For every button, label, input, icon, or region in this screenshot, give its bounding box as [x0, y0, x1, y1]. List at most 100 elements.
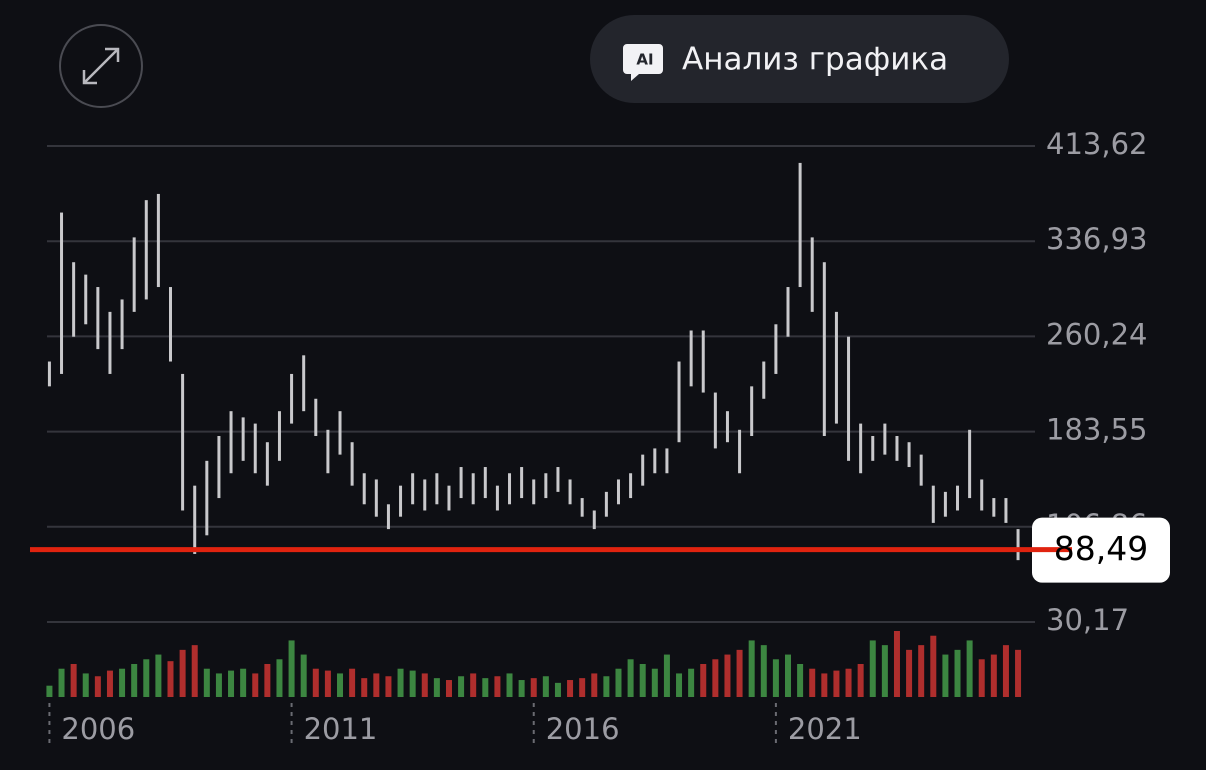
volume-bar: [433, 678, 440, 697]
volume-bar: [893, 631, 900, 697]
candle: [556, 467, 560, 492]
volume-bar: [276, 659, 283, 697]
candle: [508, 473, 512, 505]
volume-bar: [385, 676, 392, 697]
candle: [980, 479, 984, 511]
volume-bar: [663, 654, 670, 697]
volume-bar: [228, 670, 235, 697]
volume-bar: [797, 664, 804, 697]
volume-bar: [833, 670, 840, 697]
candle: [943, 491, 947, 517]
volume-bar: [760, 645, 767, 697]
button-label: Анализ графика: [682, 42, 948, 78]
candle: [374, 479, 378, 517]
candle: [604, 491, 608, 517]
volume-bar: [627, 659, 634, 697]
expand-icon: [82, 47, 120, 85]
volume-bar: [906, 649, 913, 697]
candle: [762, 361, 766, 399]
volume-bar: [337, 673, 344, 697]
candle: [483, 467, 487, 499]
volume-bar: [591, 673, 598, 697]
volume-bar: [349, 668, 356, 697]
volume-bar: [494, 676, 501, 697]
volume-bar: [191, 645, 198, 697]
volume-bar: [990, 654, 997, 697]
volume-bar: [482, 678, 489, 697]
candle: [810, 237, 814, 312]
volume-bar: [58, 668, 65, 697]
volume-bar: [530, 678, 537, 697]
volume-bar: [554, 682, 561, 697]
volume-bar: [809, 668, 816, 697]
candle: [60, 212, 64, 374]
candle: [532, 479, 536, 505]
candle: [423, 479, 427, 511]
candle: [750, 386, 754, 437]
volume-bar: [203, 668, 210, 697]
candle: [277, 411, 281, 461]
volume-bar: [567, 680, 574, 697]
volume-bar: [845, 668, 852, 697]
volume-bar: [361, 678, 368, 697]
candle: [47, 361, 51, 387]
candle: [156, 193, 160, 288]
volume-bar: [966, 640, 973, 697]
candle: [725, 411, 729, 443]
volume-bar: [724, 654, 731, 697]
volume-bar: [82, 673, 89, 697]
volume-bar: [506, 673, 513, 697]
candle: [84, 274, 88, 325]
candle: [241, 417, 245, 461]
volume-bar: [930, 635, 937, 697]
volume-bar: [373, 673, 380, 697]
candle: [592, 510, 596, 530]
analysis-button[interactable]: AI Анализ графика: [590, 15, 1009, 103]
candle: [834, 311, 838, 424]
volume-bar: [46, 685, 53, 697]
candle: [169, 287, 172, 362]
volume-bar: [748, 640, 755, 697]
volume-bar: [772, 659, 779, 697]
candle: [859, 423, 863, 474]
candle: [992, 498, 996, 517]
candle: [362, 473, 366, 505]
candle: [738, 429, 742, 474]
volume-bar: [155, 654, 162, 697]
candle: [883, 423, 887, 455]
volume-bar: [312, 668, 319, 697]
candle: [956, 485, 960, 511]
volume-bar: [324, 670, 331, 697]
candle: [871, 436, 875, 461]
volume-bar: [167, 661, 174, 697]
candle: [968, 429, 972, 499]
x-tick-label: 2021: [788, 712, 862, 746]
price-label: 88,49: [1054, 529, 1148, 568]
candle: [108, 311, 112, 374]
volume-bar: [736, 649, 743, 697]
x-tick-label: 2016: [546, 712, 620, 746]
volume-bar: [579, 678, 586, 697]
volume-bar: [264, 664, 271, 697]
candle: [653, 448, 657, 474]
expand-button[interactable]: [59, 24, 143, 108]
volume-bar: [978, 659, 985, 697]
y-tick-label: 336,93: [1046, 222, 1147, 256]
x-tick-label: 2006: [61, 712, 135, 746]
volume-bar: [700, 664, 707, 697]
volume-bar: [288, 640, 295, 697]
volume-bar: [143, 659, 150, 697]
candle: [1004, 498, 1008, 523]
candle: [447, 485, 451, 511]
volume-bar: [954, 649, 961, 697]
volume-bar: [215, 673, 222, 697]
button-bg: [590, 15, 1009, 103]
candle: [568, 479, 572, 505]
candle: [580, 498, 584, 517]
candle: [314, 398, 318, 437]
y-tick-label: 260,24: [1046, 317, 1147, 351]
candle: [120, 299, 124, 350]
volume-bar: [106, 670, 113, 697]
candle: [907, 442, 911, 468]
volume-bar: [785, 654, 791, 697]
